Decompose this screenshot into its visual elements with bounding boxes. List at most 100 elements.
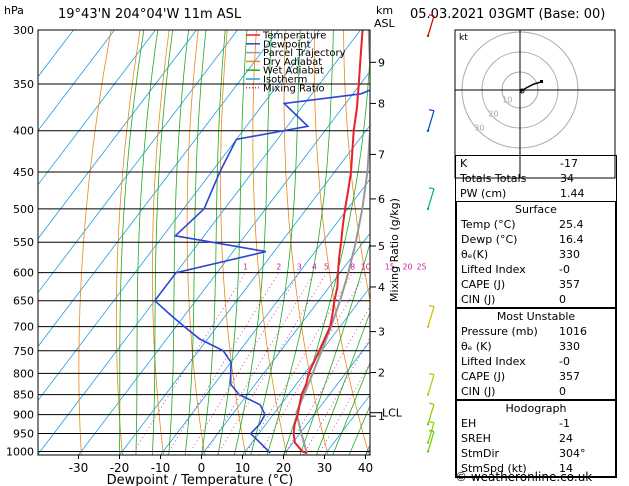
surface-dewp-value: 16.4 — [559, 233, 584, 246]
k-label: K — [460, 157, 468, 170]
pressure-tick-label: 500 — [13, 203, 34, 216]
mixing-ratio-line — [284, 305, 370, 455]
mixing-ratio-label: 1 — [243, 263, 248, 272]
height-tick-label: 4 — [378, 281, 385, 294]
mixing-ratio-label: 15 — [385, 263, 395, 272]
pressure-tick-label: 650 — [13, 295, 34, 308]
dry-adiabat-line — [283, 30, 329, 455]
hodo-title: Hodograph — [505, 402, 567, 415]
copyright-footer: © weatheronline.co.uk — [455, 470, 593, 484]
mu-li-value: -0 — [559, 355, 570, 368]
wind-barb-base — [426, 207, 430, 211]
wind-barb-feather — [428, 421, 435, 424]
wind-barb-base — [426, 423, 430, 426]
wind-barb — [427, 15, 435, 36]
surface-cape-value: 357 — [559, 278, 580, 291]
surface-dewp-label: Dewp (°C) — [461, 233, 518, 246]
pressure-tick-label: 1000 — [6, 446, 34, 459]
mixing-ratio-label: 10 — [360, 263, 370, 272]
mu-cin-label: CIN (J) — [461, 385, 496, 398]
surface-li-value: -0 — [559, 263, 570, 276]
wind-barb-feather — [428, 14, 435, 17]
eh-label: EH — [461, 417, 477, 430]
pressure-tick-label: 600 — [13, 267, 34, 280]
storm-motion-marker — [519, 88, 525, 94]
mixing-ratio-label: 2 — [276, 263, 281, 272]
stmspd-label: StmSpd (kt) — [461, 462, 527, 475]
wind-barb — [427, 422, 435, 443]
hodograph-point — [540, 80, 543, 83]
dry-adiabat-line — [220, 30, 247, 455]
x-axis-label: Dewpoint / Temperature (°C) — [107, 473, 294, 486]
tt-label: Totals Totals — [460, 172, 527, 185]
height-tick-label: 2 — [378, 367, 385, 380]
wet-adiabat-line — [151, 30, 173, 455]
asl-label: ASL — [374, 17, 395, 30]
mu-theta-label: θₑ (K) — [461, 340, 492, 353]
wind-barb-base — [426, 393, 430, 396]
indices-table: K -17 Totals Totals 34 PW (cm) 1.44 Surface… — [455, 155, 617, 478]
legend-label: Mixing Ratio — [263, 83, 325, 94]
mixing-ratio-label: 3 — [297, 263, 302, 272]
km-label: km — [376, 4, 394, 17]
hodograph-ring-label: 20 — [488, 110, 498, 119]
mixing-ratio-label: 8 — [350, 263, 355, 272]
wet-adiabat-line — [168, 30, 189, 455]
mixing-ratio-label: 5 — [324, 263, 329, 272]
legend-label: Parcel Trajectory — [263, 48, 346, 59]
hpa-label: hPa — [4, 4, 24, 17]
wind-barb-feather — [428, 373, 435, 376]
height-tick-label: 5 — [378, 240, 385, 253]
x-tick-label: 0 — [198, 461, 206, 475]
mixing-ratio-label: 4 — [312, 263, 317, 272]
mixing-ratio-line — [131, 272, 246, 455]
x-tick-label: -10 — [151, 461, 171, 475]
index-pw-row: PW (cm) 1.44 — [456, 186, 616, 201]
pressure-tick-label: 800 — [13, 367, 34, 380]
plot-frame — [37, 29, 371, 456]
mixing-ratio-line — [204, 272, 315, 455]
wind-barb — [427, 431, 435, 452]
wind-barb — [427, 110, 435, 131]
mixing-ratio-line — [318, 362, 370, 455]
wet-adiabat-line — [217, 30, 248, 455]
isotherm-line — [38, 30, 197, 240]
stmdir-label: StmDir — [461, 447, 500, 460]
isotherm-line — [38, 30, 156, 186]
dry-adiabat-line — [186, 30, 206, 455]
mixing-ratio-label: 25 — [416, 263, 426, 272]
wind-barb-base — [426, 325, 430, 328]
stmspd-value: 14 — [559, 462, 573, 475]
pressure-tick-label: 750 — [13, 345, 34, 358]
wind-barb-feather — [428, 305, 435, 308]
dewpoint-series — [153, 89, 370, 454]
mixing-ratio-line — [188, 272, 300, 455]
mu-title: Most Unstable — [496, 310, 576, 323]
mu-theta-value: 330 — [559, 340, 580, 353]
pw-value: 1.44 — [560, 187, 585, 200]
height-tick-label: 7 — [378, 148, 385, 161]
hodograph-section: Hodograph EH -1 SREH 24 StmDir 304° StmSpd … — [456, 400, 616, 477]
height-tick-label: 6 — [378, 193, 385, 206]
mu-cape-label: CAPE (J) — [461, 370, 506, 383]
wind-barb-base — [426, 34, 430, 37]
surface-cin-label: CIN (J) — [461, 293, 496, 306]
wind-barb — [427, 374, 435, 395]
wind-barb-base — [426, 450, 430, 453]
wet-adiabat-line — [135, 30, 159, 455]
height-tick-label: 9 — [378, 56, 385, 69]
index-k-row: K -17 — [456, 156, 616, 171]
wind-barb-feather — [428, 187, 435, 190]
x-tick-label: -30 — [69, 461, 89, 475]
dry-adiabat-line — [152, 30, 170, 455]
surface-li-label: Lifted Index — [461, 263, 526, 276]
mu-cin-value: 0 — [559, 385, 566, 398]
surface-temp-label: Temp (°C) — [461, 218, 516, 231]
pressure-tick-label: 900 — [13, 409, 34, 422]
pressure-tick-label: 850 — [13, 389, 34, 402]
legend-label: Dewpoint — [263, 39, 311, 50]
mu-cape-value: 357 — [559, 370, 580, 383]
wet-adiabat-line — [250, 30, 301, 455]
mixing-ratio-axis-label: Mixing Ratio (g/kg) — [388, 198, 401, 302]
pressure-tick-label: 300 — [13, 24, 34, 37]
